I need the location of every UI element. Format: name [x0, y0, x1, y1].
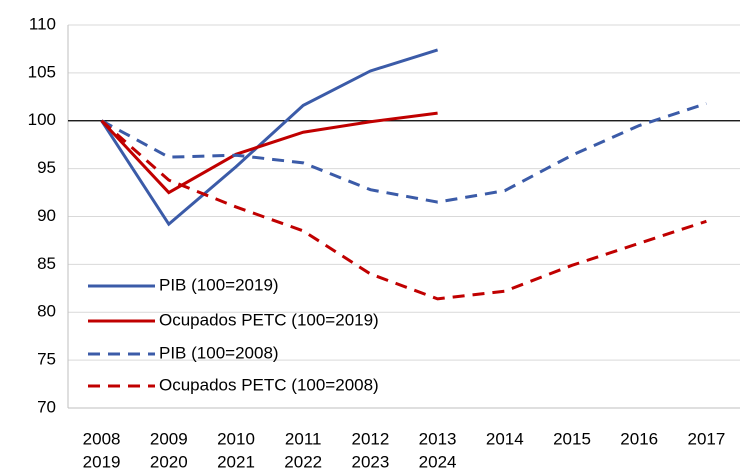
y-tick-label: 95: [37, 158, 56, 177]
y-tick-label: 110: [29, 14, 56, 33]
x-tick-label: 2017: [687, 429, 725, 448]
legend-label: PIB (100=2019): [159, 275, 279, 294]
series-line: [100, 48, 439, 227]
y-tick-label: 70: [37, 397, 56, 416]
y-tick-label: 80: [37, 302, 56, 321]
x-tick-label: 2013: [419, 429, 457, 448]
x-tick-label-secondary: 2022: [284, 452, 322, 471]
x-tick-label: 2012: [351, 429, 389, 448]
legend-label: Ocupados PETC (100=2019): [159, 310, 379, 329]
x-tick-label-secondary: 2019: [83, 452, 121, 471]
x-tick-label: 2015: [553, 429, 591, 448]
y-tick-label: 85: [37, 254, 56, 273]
y-tick-label: 90: [37, 206, 56, 225]
y-tick-label: 105: [28, 62, 56, 81]
x-tick-label: 2011: [285, 429, 322, 448]
x-tick-label-secondary: 2023: [351, 452, 389, 471]
x-tick-label: 2008: [83, 429, 121, 448]
series-line: [100, 119, 707, 301]
x-tick-label-secondary: 2021: [217, 452, 255, 471]
series-line: [100, 102, 707, 204]
x-tick-label: 2009: [150, 429, 188, 448]
series-line: [100, 111, 438, 195]
x-tick-label: 2014: [486, 429, 524, 448]
x-tick-label-secondary: 2024: [419, 452, 457, 471]
x-tick-label: 2016: [620, 429, 658, 448]
legend-label: Ocupados PETC (100=2008): [159, 375, 379, 394]
y-tick-label: 100: [28, 110, 56, 129]
legend-label: PIB (100=2008): [159, 343, 279, 362]
x-tick-label-secondary: 2020: [150, 452, 188, 471]
x-tick-label: 2010: [217, 429, 255, 448]
y-tick-label: 75: [37, 350, 56, 369]
